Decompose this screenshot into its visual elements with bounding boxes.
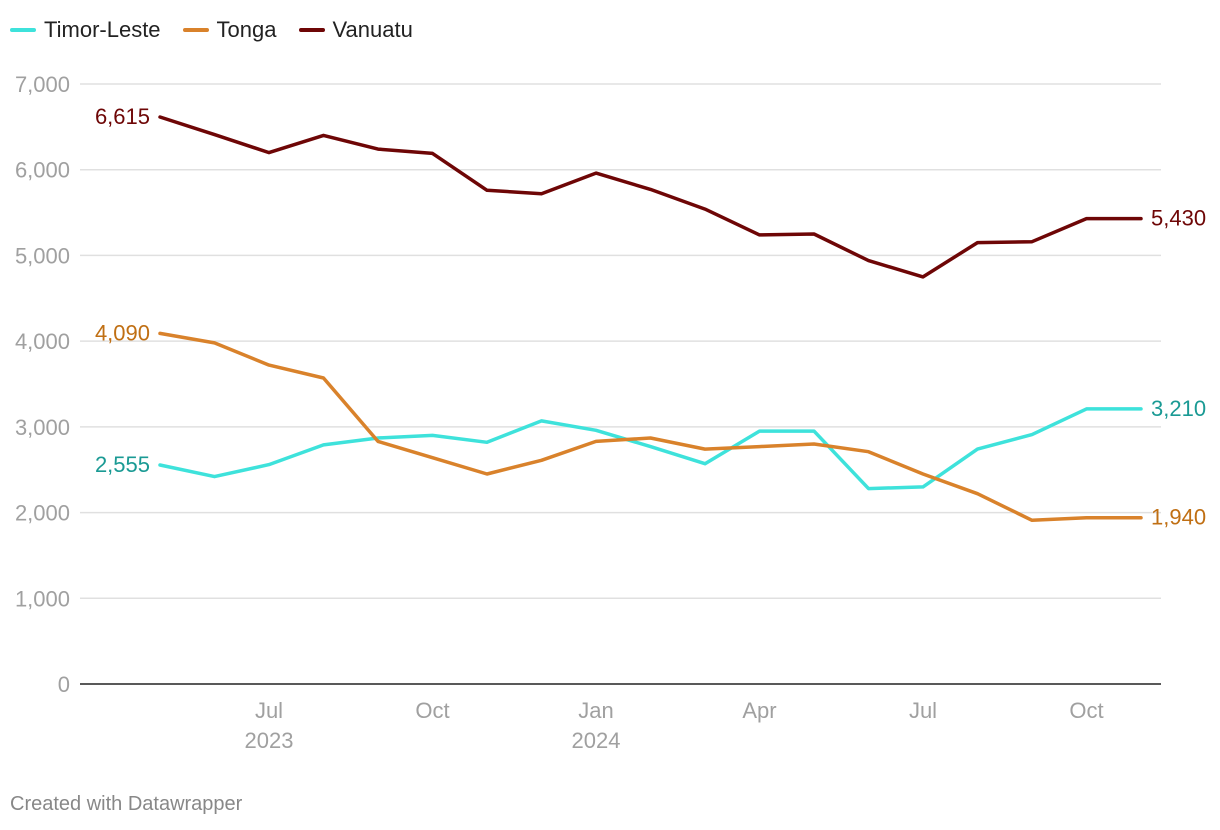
legend-label-tonga: Tonga	[216, 17, 277, 42]
x-tick-label: Oct	[1069, 698, 1103, 723]
legend-swatch-timor-leste	[10, 28, 36, 32]
y-tick-label: 7,000	[15, 72, 70, 97]
legend-swatch-vanuatu	[298, 28, 325, 32]
chart-legend: Timor-Leste Tonga Vanuatu	[10, 14, 413, 46]
end-value-label-tonga: 1,940	[1151, 505, 1206, 530]
y-tick-label: 0	[58, 672, 70, 697]
legend-swatch-tonga	[182, 28, 209, 32]
y-tick-label: 3,000	[15, 415, 70, 440]
end-value-label-vanuatu: 5,430	[1151, 206, 1206, 231]
x-tick-label: Apr	[742, 698, 776, 723]
y-tick-label: 6,000	[15, 158, 70, 183]
series-line-timor-leste	[158, 407, 1143, 491]
start-value-label-vanuatu: 6,615	[95, 104, 150, 129]
x-tick-label: Jan	[578, 698, 613, 723]
y-tick-label: 1,000	[15, 586, 70, 611]
y-tick-label: 4,000	[15, 329, 70, 354]
start-value-label-tonga: 4,090	[95, 320, 150, 345]
legend-item-vanuatu: Vanuatu	[298, 17, 413, 43]
end-value-label-timor-leste: 3,210	[1151, 396, 1206, 421]
x-tick-year-label: 2023	[245, 728, 294, 753]
legend-item-tonga: Tonga	[182, 17, 277, 43]
series-line-vanuatu	[158, 115, 1143, 279]
legend-item-timor-leste: Timor-Leste	[10, 17, 161, 43]
series-line-tonga	[158, 331, 1143, 523]
x-tick-label: Jul	[255, 698, 283, 723]
footer-credit: Created with Datawrapper	[10, 793, 243, 815]
legend-label-vanuatu: Vanuatu	[332, 17, 413, 42]
y-tick-label: 5,000	[15, 243, 70, 268]
x-tick-label: Oct	[415, 698, 449, 723]
y-tick-label: 2,000	[15, 501, 70, 526]
x-tick-year-label: 2024	[572, 728, 621, 753]
start-value-label-timor-leste: 2,555	[95, 452, 150, 477]
legend-label-timor-leste: Timor-Leste	[44, 17, 161, 42]
x-tick-label: Jul	[909, 698, 937, 723]
